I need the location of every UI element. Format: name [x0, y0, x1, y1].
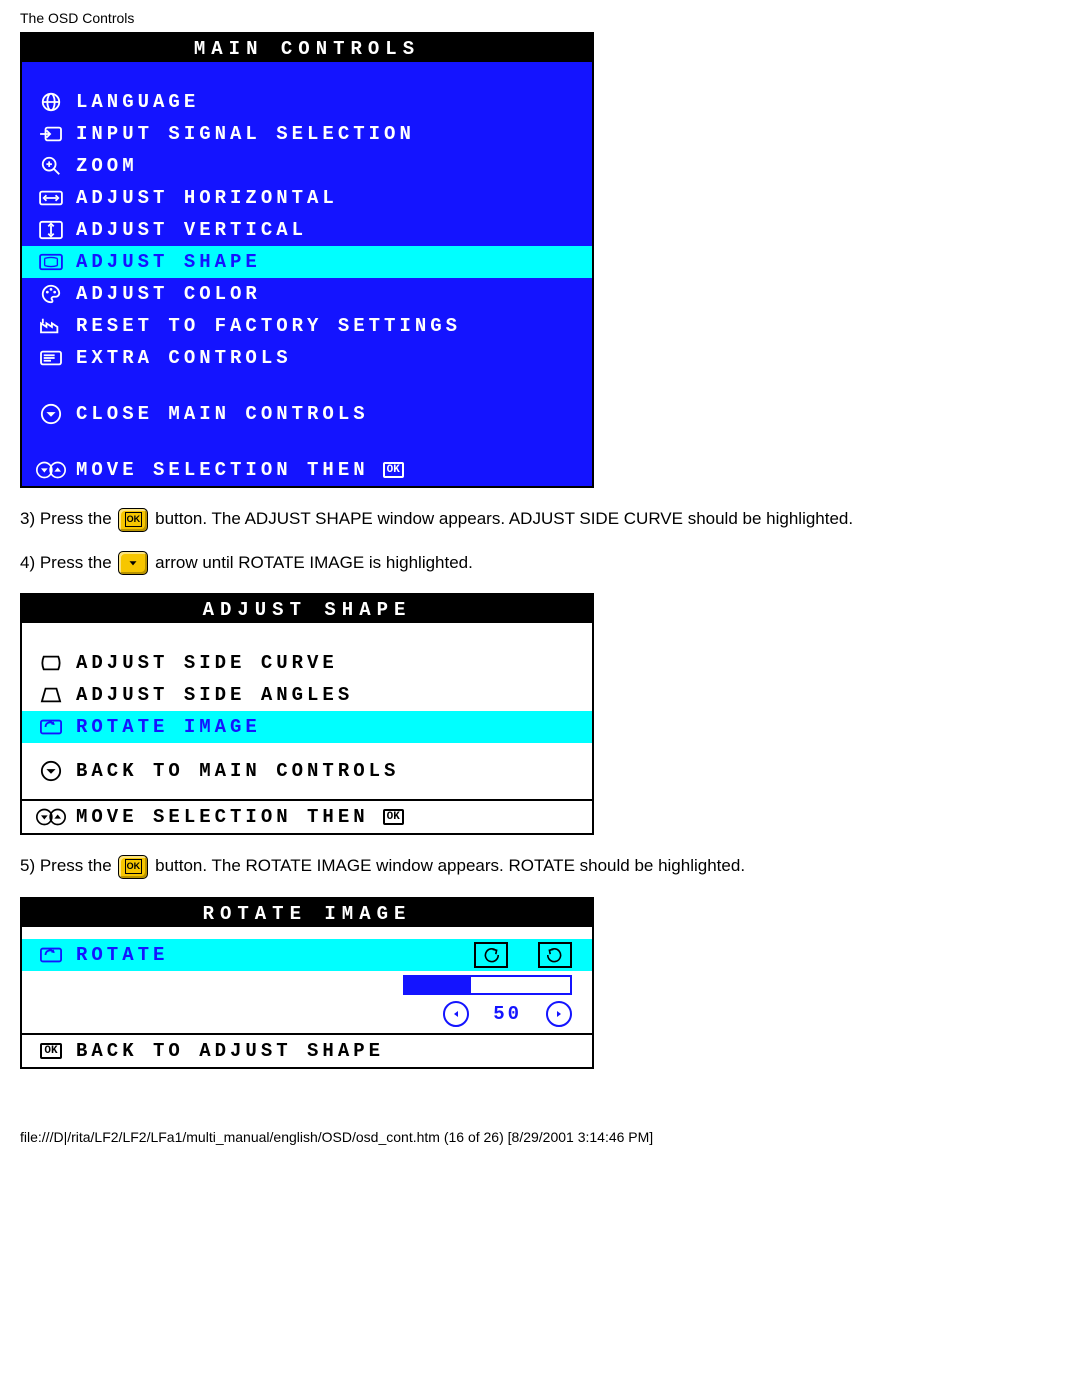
back-label: BACK TO MAIN CONTROLS	[68, 760, 399, 782]
globe-icon: ?	[34, 91, 68, 113]
shape-icon	[34, 252, 68, 272]
menu-item-label: LANGUAGE	[68, 91, 199, 113]
value-bar-row	[22, 971, 592, 999]
step3-text-a: 3) Press the	[20, 509, 116, 528]
factory-icon	[34, 316, 68, 336]
menu-item[interactable]: ADJUST SIDE ANGLES	[22, 679, 592, 711]
rotate-label: ROTATE	[68, 944, 168, 966]
adjust-shape-panel: ADJUST SHAPE ADJUST SIDE CURVE ADJUST SID…	[20, 593, 594, 835]
svg-text:?: ?	[46, 94, 54, 101]
horiz-icon	[34, 188, 68, 208]
back-to-main[interactable]: BACK TO MAIN CONTROLS	[22, 755, 592, 787]
step4-text-b: arrow until ROTATE IMAGE is highlighted.	[155, 553, 473, 572]
step4-text-a: 4) Press the	[20, 553, 116, 572]
step3-text-b: button. The ADJUST SHAPE window appears.…	[155, 509, 853, 528]
ok-button-icon: OK	[118, 855, 148, 879]
value-bar	[403, 975, 572, 995]
rotate-icon	[34, 944, 68, 966]
decrease-button[interactable]	[443, 1001, 469, 1027]
menu-item[interactable]: INPUT SIGNAL SELECTION	[22, 118, 592, 150]
ok-button-icon: OK	[118, 508, 148, 532]
palette-icon	[34, 283, 68, 305]
menu-item[interactable]: RESET TO FACTORY SETTINGS	[22, 310, 592, 342]
shape-footer-row: MOVE SELECTION THEN OK	[22, 799, 592, 833]
rotate-image-title: ROTATE IMAGE	[22, 899, 592, 927]
menu-item-label: ADJUST SIDE ANGLES	[68, 684, 353, 706]
menu-item[interactable]: ZOOM	[22, 150, 592, 182]
menu-item-label: EXTRA CONTROLS	[68, 347, 292, 369]
zoom-icon	[34, 155, 68, 177]
page-header: The OSD Controls	[20, 10, 1060, 26]
menu-item[interactable]: ADJUST SIDE CURVE	[22, 647, 592, 679]
adjust-shape-title: ADJUST SHAPE	[22, 595, 592, 623]
menu-item[interactable]: ADJUST SHAPE	[22, 246, 592, 278]
updown-icon	[34, 807, 68, 827]
main-footer-row: MOVE SELECTION THEN OK	[22, 454, 592, 486]
menu-item-label: ADJUST SHAPE	[68, 251, 261, 273]
close-main-controls[interactable]: CLOSE MAIN CONTROLS	[22, 398, 592, 430]
down-circle-icon	[34, 403, 68, 425]
menu-item[interactable]: ADJUST COLOR	[22, 278, 592, 310]
rotate-icon	[34, 716, 68, 738]
step-4: 4) Press the arrow until ROTATE IMAGE is…	[20, 550, 1060, 576]
step-5: 5) Press the OK button. The ROTATE IMAGE…	[20, 853, 1060, 879]
step5-text-a: 5) Press the	[20, 856, 116, 875]
rotate-value: 50	[493, 1003, 522, 1025]
rotate-cw-icon	[538, 942, 572, 968]
menu-item-label: RESET TO FACTORY SETTINGS	[68, 315, 461, 337]
back-shape-label: BACK TO ADJUST SHAPE	[68, 1040, 384, 1062]
menu-item-label: ADJUST HORIZONTAL	[68, 187, 338, 209]
rotate-ccw-icon	[474, 942, 508, 968]
menu-item-label: ADJUST COLOR	[68, 283, 261, 305]
menu-item[interactable]: ADJUST HORIZONTAL	[22, 182, 592, 214]
menu-item[interactable]: ? LANGUAGE	[22, 86, 592, 118]
updown-icon	[34, 460, 68, 480]
menu-item[interactable]: EXTRA CONTROLS	[22, 342, 592, 374]
input-icon	[34, 124, 68, 144]
shape-footer-label: MOVE SELECTION THEN	[68, 806, 369, 828]
menu-item-label: ZOOM	[68, 155, 138, 177]
value-adjust-row: 50	[22, 999, 592, 1033]
main-controls-title: MAIN CONTROLS	[22, 34, 592, 62]
menu-item[interactable]: ADJUST VERTICAL	[22, 214, 592, 246]
value-bar-fill	[405, 977, 471, 993]
sideangles-icon	[34, 685, 68, 705]
sidecurve-icon	[34, 653, 68, 673]
ok-icon: OK	[34, 1043, 68, 1059]
ok-icon: OK	[383, 809, 404, 825]
ok-icon: OK	[383, 462, 404, 478]
close-label: CLOSE MAIN CONTROLS	[68, 403, 369, 425]
rotate-image-panel: ROTATE IMAGE ROTATE	[20, 897, 594, 1069]
back-to-adjust-shape[interactable]: OK BACK TO ADJUST SHAPE	[22, 1033, 592, 1067]
step-3: 3) Press the OK button. The ADJUST SHAPE…	[20, 506, 1060, 532]
rotate-row[interactable]: ROTATE	[22, 939, 592, 971]
main-controls-panel: MAIN CONTROLS ? LANGUAGE INPUT SIGNAL SELE…	[20, 32, 594, 488]
step5-text-b: button. The ROTATE IMAGE window appears.…	[155, 856, 745, 875]
menu-item-label: INPUT SIGNAL SELECTION	[68, 123, 415, 145]
menu-item[interactable]: ROTATE IMAGE	[22, 711, 592, 743]
down-circle-icon	[34, 760, 68, 782]
page-footer: file:///D|/rita/LF2/LF2/LFa1/multi_manua…	[20, 1129, 1060, 1145]
extra-icon	[34, 348, 68, 368]
main-footer-label: MOVE SELECTION THEN	[68, 459, 369, 481]
menu-item-label: ROTATE IMAGE	[68, 716, 261, 738]
vert-icon	[34, 220, 68, 240]
menu-item-label: ADJUST VERTICAL	[68, 219, 307, 241]
down-arrow-button-icon	[118, 551, 148, 575]
increase-button[interactable]	[546, 1001, 572, 1027]
menu-item-label: ADJUST SIDE CURVE	[68, 652, 338, 674]
